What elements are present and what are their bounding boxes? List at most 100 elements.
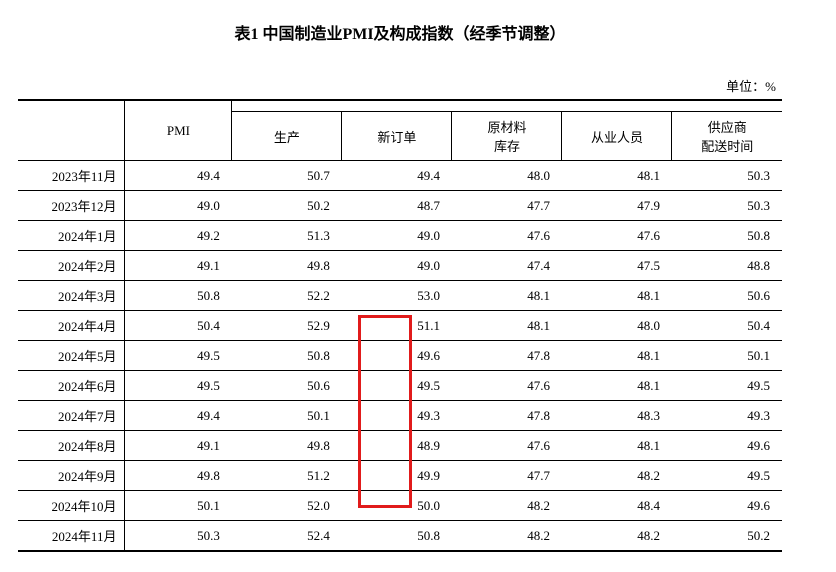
table-row: 2024年8月49.149.848.947.648.149.6 bbox=[18, 431, 782, 461]
cell-production: 49.8 bbox=[232, 431, 342, 461]
cell-pmi: 49.0 bbox=[125, 191, 232, 221]
cell-period: 2024年1月 bbox=[18, 221, 125, 251]
table-row: 2024年1月49.251.349.047.647.650.8 bbox=[18, 221, 782, 251]
cell-production: 52.9 bbox=[232, 311, 342, 341]
cell-employment: 48.2 bbox=[562, 521, 672, 552]
cell-production: 52.4 bbox=[232, 521, 342, 552]
cell-new-orders: 48.9 bbox=[342, 431, 452, 461]
table-row: 2023年12月49.050.248.747.747.950.3 bbox=[18, 191, 782, 221]
table-wrapper: PMI 生产 新订单 原材料库存 从业人员 供应商配送时间 2023年11月49… bbox=[18, 99, 782, 552]
cell-new-orders: 49.0 bbox=[342, 251, 452, 281]
cell-period: 2024年2月 bbox=[18, 251, 125, 281]
cell-pmi: 50.1 bbox=[125, 491, 232, 521]
cell-employment: 48.1 bbox=[562, 341, 672, 371]
table-row: 2024年5月49.550.849.647.848.150.1 bbox=[18, 341, 782, 371]
cell-raw-inventory: 47.8 bbox=[452, 341, 562, 371]
table-row: 2024年7月49.450.149.347.848.349.3 bbox=[18, 401, 782, 431]
cell-production: 50.6 bbox=[232, 371, 342, 401]
cell-employment: 48.4 bbox=[562, 491, 672, 521]
cell-delivery-time: 49.5 bbox=[672, 461, 782, 491]
cell-period: 2024年4月 bbox=[18, 311, 125, 341]
cell-pmi: 50.3 bbox=[125, 521, 232, 552]
header-production: 生产 bbox=[232, 112, 342, 161]
cell-employment: 48.3 bbox=[562, 401, 672, 431]
unit-label: 单位：% bbox=[18, 76, 782, 95]
cell-production: 49.8 bbox=[232, 251, 342, 281]
cell-employment: 47.6 bbox=[562, 221, 672, 251]
header-delivery-time: 供应商配送时间 bbox=[672, 112, 782, 161]
cell-raw-inventory: 47.6 bbox=[452, 371, 562, 401]
cell-production: 50.8 bbox=[232, 341, 342, 371]
cell-raw-inventory: 48.2 bbox=[452, 491, 562, 521]
cell-new-orders: 49.6 bbox=[342, 341, 452, 371]
cell-new-orders: 49.4 bbox=[342, 161, 452, 191]
cell-raw-inventory: 48.1 bbox=[452, 281, 562, 311]
table-row: 2023年11月49.450.749.448.048.150.3 bbox=[18, 161, 782, 191]
pmi-table: PMI 生产 新订单 原材料库存 从业人员 供应商配送时间 2023年11月49… bbox=[18, 99, 782, 552]
table-row: 2024年6月49.550.649.547.648.149.5 bbox=[18, 371, 782, 401]
cell-pmi: 49.4 bbox=[125, 161, 232, 191]
cell-new-orders: 48.7 bbox=[342, 191, 452, 221]
cell-delivery-time: 50.1 bbox=[672, 341, 782, 371]
cell-new-orders: 49.0 bbox=[342, 221, 452, 251]
cell-delivery-time: 49.3 bbox=[672, 401, 782, 431]
cell-new-orders: 49.5 bbox=[342, 371, 452, 401]
cell-new-orders: 50.0 bbox=[342, 491, 452, 521]
header-new-orders: 新订单 bbox=[342, 112, 452, 161]
cell-pmi: 49.5 bbox=[125, 341, 232, 371]
header-blank bbox=[18, 100, 125, 161]
cell-raw-inventory: 48.2 bbox=[452, 521, 562, 552]
cell-delivery-time: 50.3 bbox=[672, 161, 782, 191]
cell-raw-inventory: 48.1 bbox=[452, 311, 562, 341]
table-row: 2024年4月50.452.951.148.148.050.4 bbox=[18, 311, 782, 341]
table-row: 2024年9月49.851.249.947.748.249.5 bbox=[18, 461, 782, 491]
cell-period: 2023年12月 bbox=[18, 191, 125, 221]
table-row: 2024年3月50.852.253.048.148.150.6 bbox=[18, 281, 782, 311]
header-subgroup-spacer bbox=[232, 100, 782, 112]
cell-delivery-time: 49.5 bbox=[672, 371, 782, 401]
cell-pmi: 49.4 bbox=[125, 401, 232, 431]
cell-pmi: 50.4 bbox=[125, 311, 232, 341]
table-row: 2024年2月49.149.849.047.447.548.8 bbox=[18, 251, 782, 281]
cell-employment: 48.0 bbox=[562, 311, 672, 341]
cell-raw-inventory: 47.6 bbox=[452, 221, 562, 251]
cell-production: 50.7 bbox=[232, 161, 342, 191]
cell-production: 51.3 bbox=[232, 221, 342, 251]
cell-delivery-time: 50.4 bbox=[672, 311, 782, 341]
cell-new-orders: 53.0 bbox=[342, 281, 452, 311]
cell-employment: 48.1 bbox=[562, 431, 672, 461]
cell-new-orders: 51.1 bbox=[342, 311, 452, 341]
cell-pmi: 49.2 bbox=[125, 221, 232, 251]
cell-delivery-time: 50.6 bbox=[672, 281, 782, 311]
cell-raw-inventory: 48.0 bbox=[452, 161, 562, 191]
cell-production: 52.2 bbox=[232, 281, 342, 311]
cell-period: 2024年11月 bbox=[18, 521, 125, 552]
header-raw-inventory: 原材料库存 bbox=[452, 112, 562, 161]
header-employment: 从业人员 bbox=[562, 112, 672, 161]
cell-new-orders: 49.3 bbox=[342, 401, 452, 431]
cell-new-orders: 49.9 bbox=[342, 461, 452, 491]
cell-raw-inventory: 47.8 bbox=[452, 401, 562, 431]
cell-employment: 48.1 bbox=[562, 281, 672, 311]
cell-period: 2023年11月 bbox=[18, 161, 125, 191]
cell-raw-inventory: 47.4 bbox=[452, 251, 562, 281]
cell-period: 2024年5月 bbox=[18, 341, 125, 371]
cell-production: 50.1 bbox=[232, 401, 342, 431]
cell-raw-inventory: 47.7 bbox=[452, 461, 562, 491]
table-row: 2024年10月50.152.050.048.248.449.6 bbox=[18, 491, 782, 521]
cell-period: 2024年6月 bbox=[18, 371, 125, 401]
cell-period: 2024年7月 bbox=[18, 401, 125, 431]
cell-raw-inventory: 47.6 bbox=[452, 431, 562, 461]
cell-delivery-time: 48.8 bbox=[672, 251, 782, 281]
cell-production: 51.2 bbox=[232, 461, 342, 491]
cell-employment: 47.5 bbox=[562, 251, 672, 281]
cell-pmi: 49.1 bbox=[125, 251, 232, 281]
cell-production: 50.2 bbox=[232, 191, 342, 221]
cell-employment: 48.1 bbox=[562, 161, 672, 191]
table-row: 2024年11月50.352.450.848.248.250.2 bbox=[18, 521, 782, 552]
table-body: 2023年11月49.450.749.448.048.150.32023年12月… bbox=[18, 161, 782, 552]
cell-delivery-time: 49.6 bbox=[672, 431, 782, 461]
cell-employment: 47.9 bbox=[562, 191, 672, 221]
cell-delivery-time: 50.3 bbox=[672, 191, 782, 221]
cell-pmi: 49.1 bbox=[125, 431, 232, 461]
